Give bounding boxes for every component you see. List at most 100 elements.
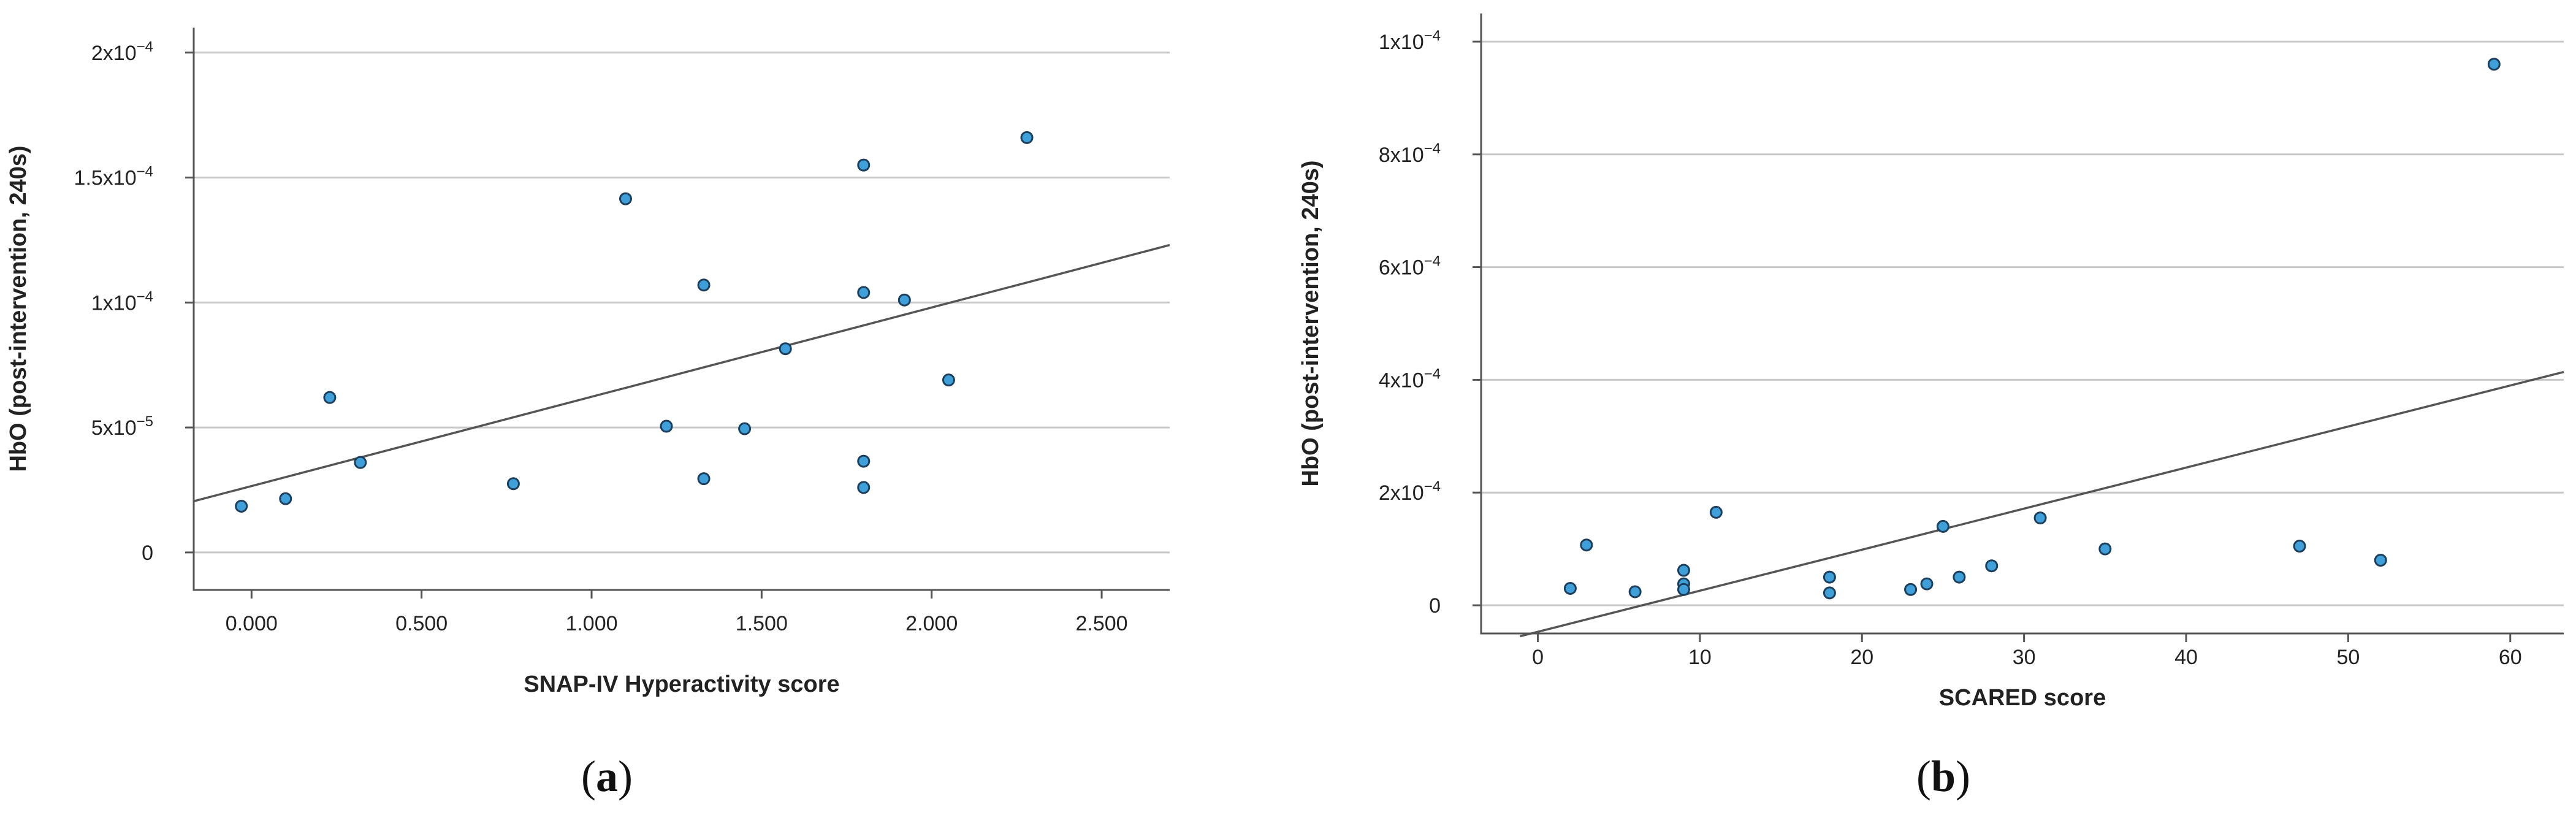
y-tick-base: 5x10 (91, 416, 137, 440)
y-tick-label: 2x10−4 (91, 39, 153, 65)
data-point (1563, 581, 1577, 595)
data-point (1823, 586, 1836, 600)
y-tick-label: 1x10−4 (1379, 28, 1441, 54)
data-point (779, 342, 792, 356)
x-axis-title: SNAP-IV Hyperactivity score (524, 672, 839, 697)
y-tick-label: 6x10−4 (1379, 253, 1441, 280)
grid-lines (194, 52, 1170, 554)
y-tick-label: 0 (142, 541, 153, 565)
x-tick-label: 10 (1688, 646, 1712, 669)
data-point (1823, 570, 1836, 584)
y-axis-title: HbO (post-intervention, 240s) (1298, 160, 1324, 486)
y-tick-base: 2x10 (91, 42, 137, 65)
x-tick-label: 0.500 (395, 612, 448, 635)
data-point (738, 422, 752, 435)
y-tick-label: 1.5x10−4 (74, 164, 153, 190)
axes-frame (1480, 13, 2564, 635)
x-tick-label: 0.000 (226, 612, 278, 635)
data-point (506, 477, 520, 491)
y-tick-label: 0 (1429, 594, 1441, 618)
y-tick-exponent: −4 (137, 288, 153, 305)
panel-label-letter: b (1931, 752, 1956, 801)
data-point (857, 454, 871, 468)
data-point (697, 278, 711, 292)
y-tick-base: 1x10 (91, 291, 137, 315)
x-axis-title: SCARED score (1939, 685, 2106, 711)
y-tick-base: 1.5x10 (74, 167, 137, 190)
data-point (1580, 538, 1593, 552)
x-tick-label: 1.500 (736, 612, 788, 635)
data-point (2098, 542, 2112, 556)
y-tick-label: 5x10−5 (91, 413, 153, 440)
data-point (697, 472, 711, 486)
chart-panel-a: 0.000 0.500 1.000 1.500 2.000 2.500 0 5x10−5 1x… (6, 28, 1170, 801)
data-point (1677, 564, 1690, 577)
x-tick-label: 20 (1850, 646, 1873, 669)
x-tick-label: 1.000 (565, 612, 617, 635)
data-point (897, 293, 911, 307)
grid-lines (1481, 40, 2564, 606)
axes-frame (192, 28, 1170, 591)
y-tick-base: 4x10 (1379, 369, 1424, 392)
x-tick-label: 30 (2013, 646, 2036, 669)
data-point (942, 373, 955, 387)
regression-line (1520, 370, 2564, 638)
x-tick-label: 0 (1532, 646, 1544, 669)
y-tick-base: 0 (142, 541, 153, 565)
y-tick-exponent: −4 (1424, 140, 1441, 157)
x-tick-label: 40 (2174, 646, 2198, 669)
data-points (1563, 58, 2501, 600)
y-tick-label: 4x10−4 (1379, 365, 1441, 392)
y-tick-exponent: −5 (137, 413, 153, 430)
y-tick-exponent: −4 (137, 164, 153, 180)
data-point (2293, 540, 2306, 553)
data-point (279, 492, 292, 505)
panel-label: (b) (1916, 752, 1970, 801)
x-tick-label: 2.500 (1076, 612, 1128, 635)
regression-line (193, 243, 1170, 503)
data-point (1677, 583, 1690, 596)
data-point (857, 481, 871, 494)
y-tick-base: 2x10 (1379, 481, 1424, 505)
y-tick-exponent: −4 (1424, 365, 1441, 382)
data-point (2033, 511, 2047, 525)
x-axis-ticks: 0.000 0.500 1.000 1.500 2.000 2.500 (226, 590, 1128, 635)
y-tick-base: 0 (1429, 594, 1441, 618)
data-point (323, 391, 337, 404)
data-point (619, 192, 632, 205)
data-point (2374, 554, 2387, 567)
chart-panel-b: 0 10 20 30 40 50 60 02x10−44x10−46x10−48x10−41… (1298, 13, 2564, 801)
x-tick-label: 50 (2336, 646, 2360, 669)
y-tick-label: 2x10−4 (1379, 478, 1441, 505)
data-point (1020, 131, 1034, 144)
y-tick-base: 6x10 (1379, 256, 1424, 280)
y-tick-exponent: −4 (1424, 253, 1441, 270)
y-axis-title: HbO (post-intervention, 240s) (6, 145, 31, 472)
data-point (857, 286, 871, 299)
data-point (857, 158, 871, 172)
y-tick-base: 8x10 (1379, 143, 1424, 167)
y-tick-exponent: −4 (1424, 28, 1441, 44)
data-point (1920, 577, 1934, 591)
x-axis-ticks: 0 10 20 30 40 50 60 (1532, 633, 2522, 669)
data-point (1985, 559, 1999, 573)
x-tick-label: 60 (2499, 646, 2522, 669)
data-point (1953, 570, 1966, 584)
data-point (660, 419, 673, 433)
y-tick-base: 1x10 (1379, 31, 1424, 54)
data-point (1709, 505, 1723, 519)
data-point (1904, 583, 1918, 596)
panel-label: (a) (581, 752, 633, 801)
x-tick-label: 2.000 (905, 612, 958, 635)
data-point (2487, 58, 2501, 71)
y-tick-label: 8x10−4 (1379, 140, 1441, 167)
data-point (354, 456, 367, 469)
data-point (1628, 585, 1642, 599)
data-points (235, 131, 1034, 513)
data-point (235, 499, 248, 513)
y-tick-label: 1x10−4 (91, 288, 153, 315)
y-tick-exponent: −4 (137, 39, 153, 55)
